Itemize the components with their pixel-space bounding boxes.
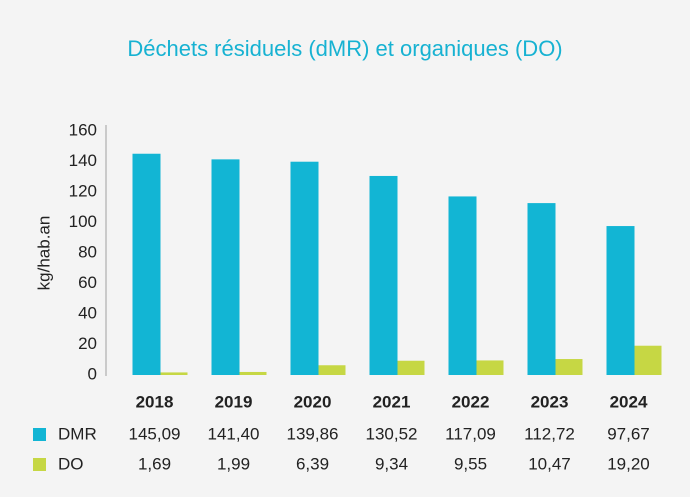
bar — [369, 175, 398, 375]
legend-swatch — [33, 458, 46, 471]
table-value: 1,69 — [138, 454, 171, 473]
legend-label: DO — [58, 454, 84, 473]
table-value: 117,09 — [445, 424, 496, 443]
bar — [555, 359, 583, 375]
bar — [239, 371, 267, 375]
y-tick-label: 0 — [88, 364, 97, 383]
x-tick-label: 2021 — [373, 392, 411, 411]
x-tick-label: 2023 — [531, 392, 569, 411]
table-value: 112,72 — [524, 424, 575, 443]
legend-label: DMR — [58, 424, 97, 443]
x-tick-label: 2019 — [215, 392, 253, 411]
bar — [634, 345, 662, 375]
x-tick-label: 2020 — [294, 392, 332, 411]
table-value: 145,09 — [129, 424, 181, 443]
y-tick-label: 100 — [69, 212, 97, 231]
bar — [132, 153, 161, 375]
y-tick-label: 60 — [78, 273, 97, 292]
bar — [606, 226, 635, 375]
y-tick-label: 80 — [78, 242, 97, 261]
x-tick-label: 2018 — [136, 392, 174, 411]
table-value: 130,52 — [366, 424, 418, 443]
bar — [290, 161, 319, 375]
bar — [318, 365, 346, 375]
y-tick-label: 20 — [78, 334, 97, 353]
table-value: 97,67 — [607, 424, 650, 443]
table-value: 141,40 — [208, 424, 260, 443]
y-axis-label: kg/hab.an — [34, 216, 53, 291]
legend-swatch — [33, 428, 46, 441]
table-value: 9,55 — [454, 454, 487, 473]
x-tick-label: 2022 — [452, 392, 490, 411]
table-value: 9,34 — [375, 454, 408, 473]
bar — [527, 203, 556, 375]
y-tick-label: 160 — [69, 120, 97, 139]
table-value: 19,20 — [607, 454, 650, 473]
bar — [476, 360, 504, 375]
chart-title: Déchets résiduels (dMR) et organiques (D… — [127, 36, 562, 61]
y-tick-label: 40 — [78, 303, 97, 322]
bar — [160, 372, 188, 375]
table-value: 139,86 — [287, 424, 339, 443]
bar — [211, 159, 240, 375]
y-tick-label: 120 — [69, 181, 97, 200]
table-value: 6,39 — [296, 454, 329, 473]
table-value: 1,99 — [217, 454, 250, 473]
x-tick-label: 2024 — [610, 392, 648, 411]
bar — [397, 360, 425, 375]
bar — [448, 196, 477, 375]
table-value: 10,47 — [528, 454, 571, 473]
y-tick-label: 140 — [69, 151, 97, 170]
